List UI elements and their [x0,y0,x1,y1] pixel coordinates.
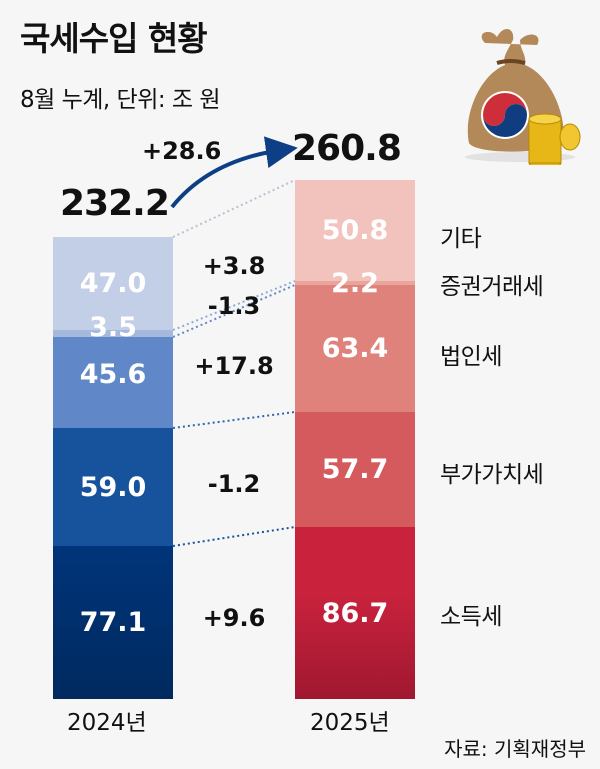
value-label: 63.4 [321,333,389,364]
legend-vat: 부가가치세 [440,462,544,488]
money-bag-icon [465,29,581,165]
chart-subtitle: 8월 누계, 단위: 조 원 [20,87,221,113]
diff-vat: -1.2 [207,470,261,498]
legend-other: 기타 [440,226,482,252]
segment-2024-vat: 59.0 [53,428,173,546]
segment-2024-income: 77.1 [53,546,173,699]
value-label: 77.1 [79,607,147,638]
value-label: 59.0 [79,471,147,503]
diff-securities: -1.3 [207,292,261,320]
source-note: 자료: 기획재정부 [444,737,586,761]
diff-other: +3.8 [202,252,266,280]
segment-2024-other: 47.0 [53,237,173,330]
segment-2025-corporate: 63.4 [295,285,415,412]
value-label: 57.7 [321,454,389,485]
bar-2025: 50.8 2.2 63.4 57.7 86.7 [295,180,415,699]
segment-2025-other: 50.8 [295,180,415,281]
legend-corporate: 법인세 [440,344,502,370]
segment-2025-vat: 57.7 [295,412,415,527]
value-label: 47.0 [79,268,147,299]
year-label-2025: 2025년 [310,710,390,736]
value-label: 3.5 [89,312,137,343]
legend-securities: 증권거래세 [440,274,544,300]
value-label: 45.6 [79,359,147,390]
segment-2024-corporate: 45.6 [53,337,173,428]
growth-arrow-icon [170,136,298,209]
segment-2025-securities: 2.2 [295,268,415,299]
bar-2024: 47.0 3.5 45.6 59.0 77.1 [53,237,173,699]
total-2025: 260.8 [292,128,402,169]
total-change: +28.6 [142,137,222,165]
diff-corporate: +17.8 [194,352,274,380]
segment-2024-securities: 3.5 [53,312,173,343]
chart-title: 국세수입 현황 [20,19,208,58]
segment-2025-income: 86.7 [295,527,415,699]
value-label: 86.7 [321,597,389,629]
legend-income: 소득세 [440,604,502,630]
total-2024: 232.2 [60,183,170,224]
diff-income: +9.6 [202,604,266,632]
year-label-2024: 2024년 [67,710,147,736]
value-label: 2.2 [331,267,379,299]
value-label: 50.8 [321,215,389,246]
